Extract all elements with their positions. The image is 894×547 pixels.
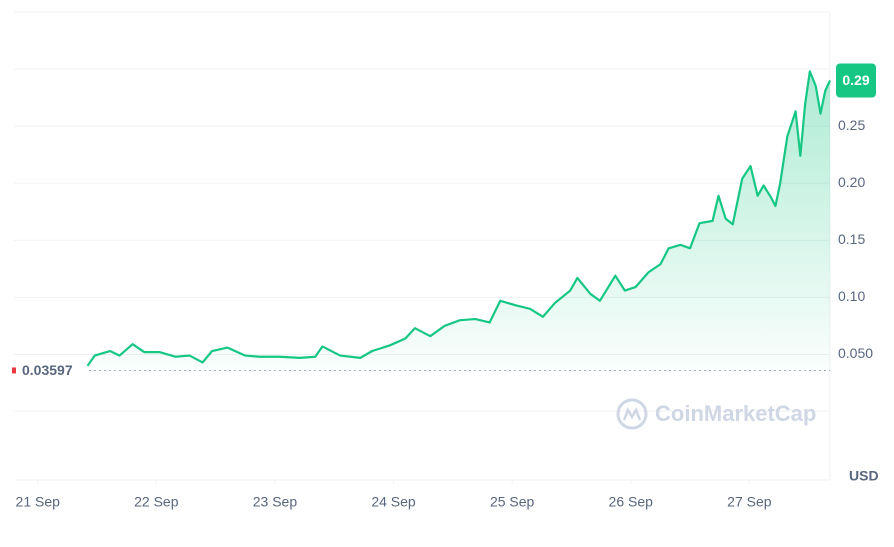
- currency-label: USD: [849, 468, 879, 484]
- watermark-logo: [622, 407, 642, 421]
- x-tick-label: 22 Sep: [134, 494, 179, 510]
- watermark: CoinMarketCap: [616, 398, 816, 430]
- baseline-label: 0.03597: [22, 362, 73, 378]
- baseline-label-bg: [18, 360, 88, 381]
- x-tick-label: 21 Sep: [16, 494, 61, 510]
- x-tick-label: 25 Sep: [490, 494, 535, 510]
- y-tick-label: 0.050: [838, 345, 873, 361]
- watermark-logo: [616, 398, 648, 430]
- x-tick-label: 27 Sep: [727, 494, 772, 510]
- last-price-label: 0.29: [842, 72, 869, 88]
- baseline-marker: [12, 367, 16, 374]
- x-tick-label: 24 Sep: [371, 494, 416, 510]
- y-tick-label: 0.25: [838, 117, 865, 133]
- watermark-text: CoinMarketCap: [655, 401, 816, 426]
- y-tick-label: 0.20: [838, 174, 865, 190]
- y-tick-label: 0.10: [838, 288, 865, 304]
- x-tick-label: 23 Sep: [253, 494, 298, 510]
- price-line: [86, 70, 831, 367]
- last-price-badge: [836, 63, 876, 98]
- x-tick-label: 26 Sep: [609, 494, 654, 510]
- y-tick-label: 0.15: [838, 231, 865, 247]
- price-area: [87, 71, 830, 371]
